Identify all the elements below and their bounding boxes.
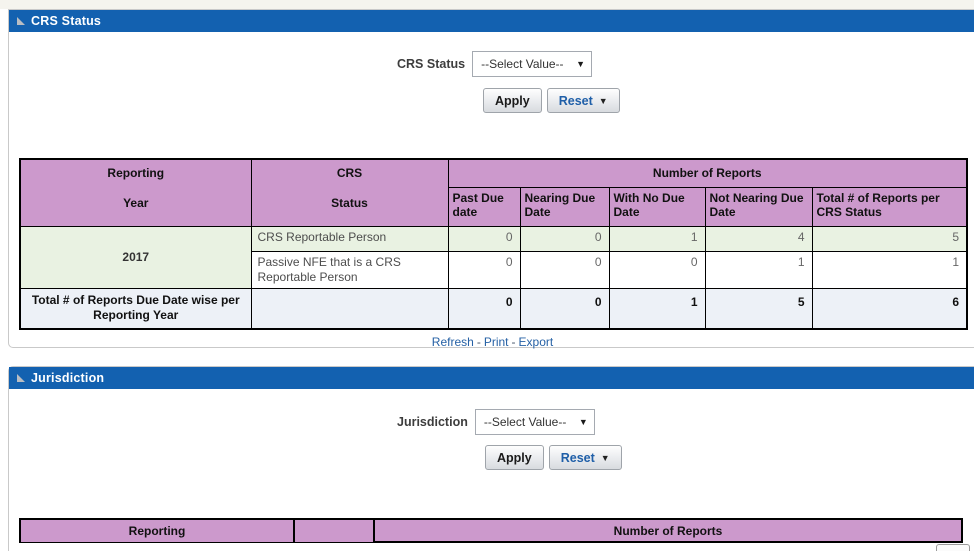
value-cell: 0 xyxy=(519,225,610,252)
jurisdiction-select-value: --Select Value-- xyxy=(483,415,567,429)
jurisdiction-panel: Jurisdiction Jurisdiction --Select Value… xyxy=(8,366,974,551)
print-link[interactable]: Print xyxy=(483,335,509,349)
col-header-blank xyxy=(293,518,375,543)
value-cell: 0 xyxy=(447,225,521,252)
col-header-past-due-date: Past Due date xyxy=(447,186,521,227)
crs-status-filter-label: CRS Status xyxy=(397,57,466,71)
table-action-links: Refresh - Print - Export xyxy=(19,335,966,349)
col-header-number-of-reports: Number of Reports xyxy=(447,158,968,188)
col-header-crs-status: CRS Status xyxy=(250,158,449,227)
jurisdiction-table: Reporting Number of Reports xyxy=(19,518,963,543)
reset-button[interactable]: Reset ▼ xyxy=(548,445,622,470)
refresh-link[interactable]: Refresh xyxy=(431,335,474,349)
reset-button-label: Reset xyxy=(558,93,593,108)
crs-status-table: Reporting Year CRS Status Number of Repo… xyxy=(19,158,969,330)
table-row: Passive NFE that is a CRS Reportable Per… xyxy=(20,250,968,289)
crs-status-cell: CRS Reportable Person xyxy=(250,225,449,252)
collapse-triangle-icon[interactable] xyxy=(17,17,25,25)
col-header-reporting: Reporting xyxy=(19,518,295,543)
value-cell: 1 xyxy=(704,250,813,289)
link-separator: - xyxy=(511,335,516,349)
apply-button[interactable]: Apply xyxy=(483,88,542,113)
chevron-down-icon: ▼ xyxy=(578,417,588,427)
value-cell: 1 xyxy=(811,250,968,289)
crs-status-panel: CRS Status CRS Status --Select Value-- ▼… xyxy=(8,9,974,349)
total-value-cell: 1 xyxy=(608,287,706,330)
total-value-cell: 6 xyxy=(811,287,968,330)
value-cell: 5 xyxy=(811,225,968,252)
total-value-cell: 5 xyxy=(704,287,813,330)
jurisdiction-filter-label: Jurisdiction xyxy=(397,415,468,429)
total-row-label: Total # of Reports Due Date wise per Rep… xyxy=(19,287,252,330)
link-separator: - xyxy=(476,335,481,349)
table-row: 2017 CRS Reportable Person 0 0 1 4 5 xyxy=(19,225,968,289)
reporting-year-cell: 2017 xyxy=(19,225,252,289)
page-top-strip xyxy=(0,0,974,9)
crs-status-cell: Passive NFE that is a CRS Reportable Per… xyxy=(250,250,449,289)
crs-filter-row: CRS Status --Select Value-- ▼ xyxy=(397,51,593,77)
value-cell: 0 xyxy=(447,250,521,289)
reset-button[interactable]: Reset ▼ xyxy=(546,88,620,113)
collapse-triangle-icon[interactable] xyxy=(17,374,25,382)
total-value-cell: 0 xyxy=(447,287,521,330)
col-header-not-nearing-due-date: Not Nearing Due Date xyxy=(704,186,813,227)
chevron-down-icon: ▼ xyxy=(600,452,610,463)
chevron-down-icon: ▼ xyxy=(598,95,608,106)
col-header-nearing-due-date: Nearing Due Date xyxy=(519,186,610,227)
reset-button-label: Reset xyxy=(560,450,595,465)
crs-button-row: Apply Reset ▼ xyxy=(483,88,620,113)
value-cell: 1 xyxy=(608,225,706,252)
jurisdiction-panel-header[interactable]: Jurisdiction xyxy=(9,367,974,389)
col-header-total-reports-per-crs-status: Total # of Reports per CRS Status xyxy=(811,186,968,227)
crs-status-select[interactable]: --Select Value-- ▼ xyxy=(472,51,593,77)
jurisdiction-select[interactable]: --Select Value-- ▼ xyxy=(474,409,595,435)
crs-status-panel-title: CRS Status xyxy=(31,14,102,28)
col-header-reporting-year: Reporting Year xyxy=(19,158,252,227)
jurisdiction-panel-title: Jurisdiction xyxy=(31,371,105,385)
jurisdiction-filter-row: Jurisdiction --Select Value-- ▼ xyxy=(397,409,595,435)
empty-cell xyxy=(250,287,449,330)
crs-status-select-value: --Select Value-- xyxy=(481,57,564,71)
col-header-with-no-due-date: With No Due Date xyxy=(608,186,706,227)
crs-status-panel-header[interactable]: CRS Status xyxy=(9,10,974,32)
apply-button[interactable]: Apply xyxy=(485,445,544,470)
value-cell: 0 xyxy=(608,250,706,289)
total-value-cell: 0 xyxy=(519,287,610,330)
corner-widget[interactable] xyxy=(936,544,970,551)
export-link[interactable]: Export xyxy=(518,335,554,349)
total-row: Total # of Reports Due Date wise per Rep… xyxy=(19,287,968,330)
chevron-down-icon: ▼ xyxy=(576,59,586,69)
value-cell: 4 xyxy=(704,225,813,252)
jurisdiction-button-row: Apply Reset ▼ xyxy=(485,445,622,470)
value-cell: 0 xyxy=(519,250,610,289)
col-header-number-of-reports: Number of Reports xyxy=(373,518,963,543)
